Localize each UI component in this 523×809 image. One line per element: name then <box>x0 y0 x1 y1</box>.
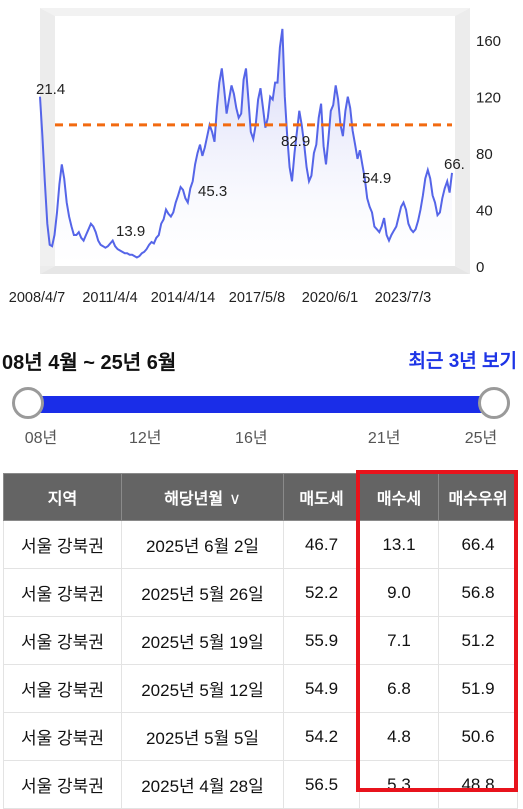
cell-sell: 52.2 <box>283 568 360 617</box>
x-tick-label: 2008/4/7 <box>9 290 65 306</box>
buyer-advantage-chart: 0 40 80 120 160 2008/4/7 2011/4/4 2014/4/14 2017… <box>9 8 501 306</box>
y-tick-label: 160 <box>476 33 501 50</box>
cell-date: 2025년 5월 26일 <box>121 568 284 617</box>
date-range-label: 08년 4월 ~ 25년 6월 <box>2 352 177 374</box>
cell-buyer-advantage: 50.6 <box>438 712 518 761</box>
cell-date: 2025년 5월 12일 <box>121 664 284 713</box>
y-tick-label: 80 <box>476 146 493 163</box>
plot-frame <box>40 8 470 274</box>
period-range-slider[interactable] <box>12 387 510 421</box>
market-index-table: 지역 해당년월 ∨ 매도세 매수세 매수우위 서울 강북권 2025년 6월 2일 4… <box>3 473 518 809</box>
column-header-date[interactable]: 해당년월 ∨ <box>121 473 284 521</box>
table-row: 서울 강북권 2025년 5월 5일 54.2 4.8 50.6 <box>3 712 518 761</box>
cell-region: 서울 강북권 <box>3 520 122 569</box>
y-tick-label: 40 <box>476 203 493 220</box>
table-row: 서울 강북권 2025년 5월 19일 55.9 7.1 51.2 <box>3 616 518 665</box>
cell-buyer-advantage: 66.4 <box>438 520 518 569</box>
cell-buy: 7.1 <box>359 616 439 665</box>
cell-buyer-advantage: 56.8 <box>438 568 518 617</box>
cell-buy: 9.0 <box>359 568 439 617</box>
cell-buy: 5.3 <box>359 760 439 809</box>
column-header-sell: 매도세 <box>283 473 360 521</box>
cell-sell: 55.9 <box>283 616 360 665</box>
cell-region: 서울 강북권 <box>3 760 122 809</box>
cell-buy: 4.8 <box>359 712 439 761</box>
data-annotation: 21.4 <box>36 81 65 98</box>
table-header-row: 지역 해당년월 ∨ 매도세 매수세 매수우위 <box>3 473 518 521</box>
cell-region: 서울 강북권 <box>3 664 122 713</box>
series-line <box>39 28 453 259</box>
column-header-region: 지역 <box>3 473 122 521</box>
slider-selected-track <box>28 396 494 413</box>
column-header-date-label: 해당년월 <box>164 491 224 508</box>
cell-sell: 54.9 <box>283 664 360 713</box>
date-range-row: 08년 4월 ~ 25년 6월 최근 3년 보기 <box>0 346 523 376</box>
slider-end-handle[interactable] <box>478 387 510 419</box>
column-header-buy: 매수세 <box>359 473 439 521</box>
data-annotation: 45.3 <box>198 183 227 200</box>
data-annotation: 82.9 <box>281 133 310 150</box>
table-row: 서울 강북권 2025년 4월 28일 56.5 5.3 48.8 <box>3 760 518 809</box>
cell-region: 서울 강북권 <box>3 568 122 617</box>
y-tick-label: 120 <box>476 90 501 107</box>
cell-region: 서울 강북권 <box>3 616 122 665</box>
cell-date: 2025년 5월 5일 <box>121 712 284 761</box>
sort-chevron-icon[interactable]: ∨ <box>229 491 241 508</box>
slider-tick-label: 16년 <box>235 430 268 447</box>
cell-buy: 13.1 <box>359 520 439 569</box>
table-row: 서울 강북권 2025년 6월 2일 46.7 13.1 66.4 <box>3 520 518 569</box>
slider-tick-label: 12년 <box>129 430 162 447</box>
y-tick-label: 0 <box>476 259 484 276</box>
cell-date: 2025년 4월 28일 <box>121 760 284 809</box>
cell-buyer-advantage: 51.9 <box>438 664 518 713</box>
cell-buyer-advantage: 51.2 <box>438 616 518 665</box>
cell-date: 2025년 5월 19일 <box>121 616 284 665</box>
slider-tick-label: 21년 <box>367 430 401 447</box>
data-annotation: 54.9 <box>362 170 391 187</box>
cell-sell: 46.7 <box>283 520 360 569</box>
cell-buyer-advantage: 48.8 <box>438 760 518 809</box>
cell-date: 2025년 6월 2일 <box>121 520 284 569</box>
slider-tick-labels: 08년 12년 16년 21년 25년 <box>0 424 523 447</box>
slider-tick-label: 25년 <box>464 430 498 447</box>
data-annotation: 66. <box>444 156 465 173</box>
slider-start-handle[interactable] <box>12 387 44 419</box>
cell-sell: 56.5 <box>283 760 360 809</box>
x-tick-label: 2011/4/4 <box>82 290 137 306</box>
cell-region: 서울 강북권 <box>3 712 122 761</box>
series-area <box>40 28 452 267</box>
x-tick-label: 2023/7/3 <box>375 290 431 306</box>
column-header-buyer-advantage: 매수우위 <box>438 473 518 521</box>
cell-buy: 6.8 <box>359 664 439 713</box>
data-annotation: 13.9 <box>116 223 145 240</box>
cell-sell: 54.2 <box>283 712 360 761</box>
slider-tick-label: 08년 <box>24 430 58 447</box>
x-tick-label: 2014/4/14 <box>151 290 216 306</box>
x-tick-label: 2017/5/8 <box>229 290 285 306</box>
table-row: 서울 강북권 2025년 5월 26일 52.2 9.0 56.8 <box>3 568 518 617</box>
x-tick-label: 2020/6/1 <box>302 290 358 306</box>
recent-3-years-button[interactable]: 최근 3년 보기 <box>408 351 517 372</box>
table-row: 서울 강북권 2025년 5월 12일 54.9 6.8 51.9 <box>3 664 518 713</box>
